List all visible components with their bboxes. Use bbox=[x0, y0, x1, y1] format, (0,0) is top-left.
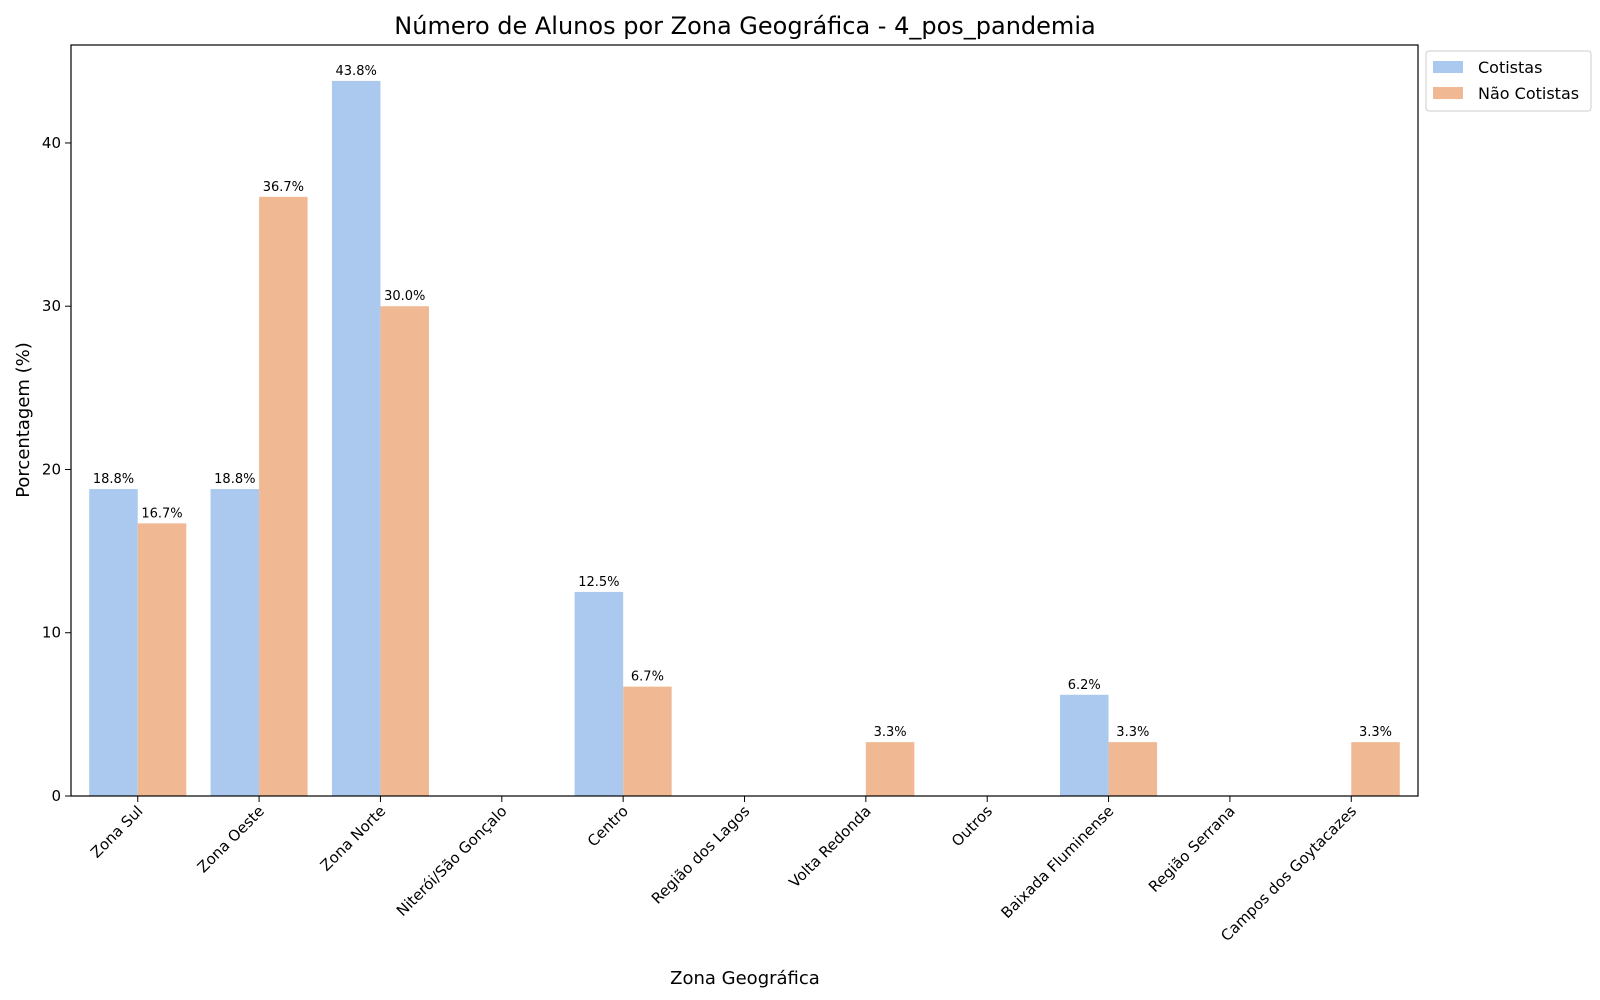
x-tick-label: Região dos Lagos bbox=[648, 802, 754, 908]
data-label-nao-cotistas-campos-dos-goytacazes: 3.3% bbox=[1359, 725, 1392, 740]
bar-nao-cotistas-zona-sul bbox=[137, 523, 187, 796]
data-labels-layer: 18.8% 18.8% 43.8% 12.5% 6.2% 16.7% 36.7% 30.0% 6… bbox=[93, 64, 1392, 740]
data-label-nao-cotistas-volta-redonda: 3.3% bbox=[874, 725, 907, 740]
chart-title: Número de Alunos por Zona Geográfica - 4… bbox=[394, 12, 1095, 40]
bar-nao-cotistas-baixada-fluminense bbox=[1108, 742, 1158, 796]
data-label-nao-cotistas-zona-sul: 16.7% bbox=[141, 506, 182, 521]
legend: Cotistas Não Cotistas bbox=[1425, 50, 1592, 112]
x-tick-label: Centro bbox=[584, 802, 632, 850]
legend-label-cotistas: Cotistas bbox=[1478, 58, 1542, 77]
data-label-cotistas-centro: 12.5% bbox=[578, 575, 619, 590]
legend-swatch-nao-cotistas bbox=[1433, 87, 1463, 99]
x-axis-title: Zona Geográfica bbox=[670, 968, 820, 989]
x-tick-label: Niterói/São Gonçalo bbox=[393, 802, 511, 920]
data-label-nao-cotistas-zona-oeste: 36.7% bbox=[263, 180, 304, 195]
y-tick-label: 0 bbox=[51, 787, 61, 805]
x-tick-label: Outros bbox=[948, 802, 996, 850]
bars-layer bbox=[89, 80, 1400, 797]
x-tick-label: Baixada Fluminense bbox=[997, 802, 1117, 922]
x-tick-label: Zona Oeste bbox=[194, 802, 268, 876]
x-tick-label: Campos dos Goytacazes bbox=[1217, 802, 1360, 945]
x-tick-label: Zona Norte bbox=[317, 802, 390, 875]
y-tick-label: 30 bbox=[42, 297, 61, 315]
y-axis-title: Porcentagem (%) bbox=[13, 342, 34, 498]
y-tick-label: 40 bbox=[42, 134, 61, 152]
data-label-cotistas-zona-norte: 43.8% bbox=[336, 64, 377, 79]
data-label-nao-cotistas-zona-norte: 30.0% bbox=[384, 289, 425, 304]
data-label-cotistas-zona-oeste: 18.8% bbox=[214, 472, 255, 487]
y-axis: 0 10 20 30 40 bbox=[42, 134, 71, 805]
bar-cotistas-zona-oeste bbox=[210, 489, 260, 796]
bar-nao-cotistas-volta-redonda bbox=[865, 742, 915, 796]
bar-nao-cotistas-zona-oeste bbox=[259, 196, 308, 796]
bar-cotistas-zona-norte bbox=[331, 80, 381, 797]
x-tick-label: Volta Redonda bbox=[785, 802, 874, 891]
data-label-cotistas-baixada-fluminense: 6.2% bbox=[1068, 678, 1101, 693]
y-tick-label: 10 bbox=[42, 624, 61, 642]
data-label-nao-cotistas-centro: 6.7% bbox=[631, 670, 664, 685]
bar-cotistas-zona-sul bbox=[89, 489, 138, 796]
bar-nao-cotistas-zona-norte bbox=[380, 306, 429, 796]
bar-nao-cotistas-campos-dos-goytacazes bbox=[1351, 742, 1400, 796]
legend-box bbox=[1425, 50, 1592, 112]
y-tick-label: 20 bbox=[42, 460, 61, 478]
legend-label-nao-cotistas: Não Cotistas bbox=[1478, 84, 1579, 103]
bar-nao-cotistas-centro bbox=[623, 686, 672, 796]
x-tick-label: Região Serrana bbox=[1145, 802, 1239, 896]
data-label-cotistas-zona-sul: 18.8% bbox=[93, 472, 134, 487]
x-tick-label: Zona Sul bbox=[87, 802, 146, 861]
bar-cotistas-centro bbox=[574, 591, 624, 796]
x-axis: Zona Sul Zona Oeste Zona Norte Niterói/São … bbox=[87, 796, 1360, 945]
legend-swatch-cotistas bbox=[1433, 61, 1463, 73]
data-label-nao-cotistas-baixada-fluminense: 3.3% bbox=[1116, 725, 1149, 740]
bar-cotistas-baixada-fluminense bbox=[1060, 694, 1109, 796]
